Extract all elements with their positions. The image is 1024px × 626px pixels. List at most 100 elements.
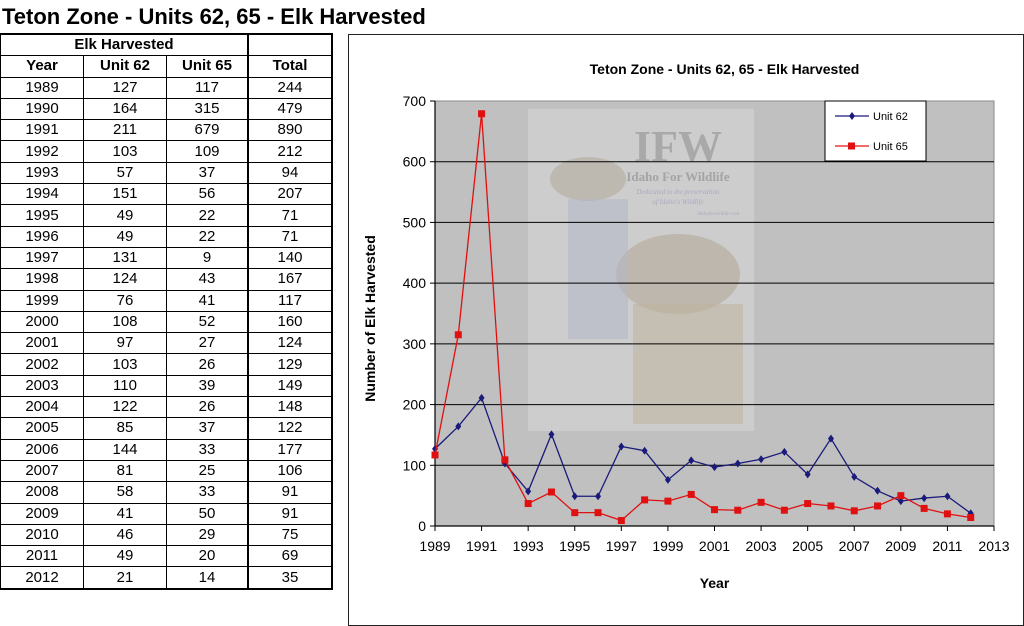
table-cell: 164 <box>83 97 167 121</box>
data-point-marker <box>501 456 509 464</box>
table-cell: 29 <box>166 523 249 547</box>
table-row: 2007 81 25 106 <box>0 459 333 483</box>
table-cell: 103 <box>83 353 167 376</box>
table-cell: 37 <box>166 161 249 185</box>
data-point-marker <box>641 446 648 455</box>
y-tick-label: 400 <box>403 275 427 291</box>
table-cell: 122 <box>83 396 167 419</box>
table-cell: 211 <box>83 119 167 142</box>
table-row: 1996 49 22 71 <box>0 225 333 248</box>
table-cell: 2001 <box>0 332 84 355</box>
table-cell: 2006 <box>0 438 84 461</box>
data-point-marker <box>711 506 718 514</box>
column-header-year: Year <box>0 55 84 78</box>
table-cell: 124 <box>247 332 333 355</box>
table-cell: 33 <box>166 481 249 504</box>
table-cell: 75 <box>247 523 333 547</box>
table-row: 2011 49 20 69 <box>0 545 333 568</box>
table-row: 1994 151 56 207 <box>0 183 333 206</box>
column-header-unit-65: Unit 65 <box>166 55 249 78</box>
legend-marker-square-icon <box>848 142 855 150</box>
table-cell: 2007 <box>0 459 84 483</box>
table-cell: 2010 <box>0 523 84 547</box>
x-axis-label: Year <box>700 575 730 591</box>
data-point-marker <box>617 517 625 525</box>
x-tick-label: 1989 <box>419 538 450 554</box>
data-point-marker <box>524 500 532 508</box>
data-point-marker <box>547 488 555 496</box>
table-cell: 39 <box>166 374 249 398</box>
table-row: 1995 49 22 71 <box>0 204 333 227</box>
table-cell: 244 <box>247 76 333 99</box>
table-row: 1997 131 9 140 <box>0 246 333 270</box>
table-cell: 81 <box>83 459 167 483</box>
table-row: 2001 97 27 124 <box>0 332 333 355</box>
table-body: 1989 127 117 244 1990 164 315 479 1991 211 679 890 1… <box>0 76 333 590</box>
table-cell: 2011 <box>0 545 84 568</box>
data-point-marker <box>874 502 882 510</box>
table-cell: 109 <box>166 140 249 163</box>
table-cell: 22 <box>166 204 249 227</box>
data-point-marker <box>571 509 579 517</box>
y-tick-label: 300 <box>403 336 427 352</box>
table-cell: 144 <box>83 438 167 461</box>
table-cell: 49 <box>83 545 167 568</box>
x-tick-label: 1991 <box>466 538 497 554</box>
x-tick-label: 2003 <box>746 538 777 554</box>
table-cell: 117 <box>166 76 249 99</box>
series-line-unit-62 <box>434 396 972 514</box>
table-cell: 9 <box>166 246 249 270</box>
y-tick-label: 0 <box>418 518 426 534</box>
y-tick-label: 700 <box>403 93 427 109</box>
series-line-unit-65 <box>434 113 971 522</box>
table-cell: 117 <box>247 289 333 312</box>
data-point-marker <box>664 497 672 505</box>
table-cell: 131 <box>83 246 167 270</box>
data-point-marker <box>595 492 602 501</box>
data-point-marker <box>478 393 485 402</box>
table-cell: 212 <box>247 140 333 163</box>
line-chart: Teton Zone - Units 62, 65 - Elk Harveste… <box>362 61 1010 591</box>
table-cell: 122 <box>247 417 333 440</box>
x-tick-label: 1993 <box>513 538 544 554</box>
data-point-marker <box>874 486 881 495</box>
table-cell: 103 <box>83 140 167 163</box>
table-row: 1990 164 315 479 <box>0 97 333 121</box>
data-point-marker <box>758 455 765 464</box>
table-cell: 21 <box>83 566 167 590</box>
x-tick-label: 1999 <box>652 538 683 554</box>
y-tick-label: 200 <box>403 397 427 413</box>
data-point-marker <box>431 451 439 459</box>
table-cell: 52 <box>166 310 249 334</box>
table-cell: 37 <box>166 417 249 440</box>
table-cell: 1990 <box>0 97 84 121</box>
data-point-marker <box>478 110 486 118</box>
table-cell: 2009 <box>0 502 84 525</box>
table-cell: 890 <box>247 119 333 142</box>
table-cell: 108 <box>83 310 167 334</box>
data-point-marker <box>921 494 928 503</box>
table-cell: 2012 <box>0 566 84 590</box>
column-header-row: Year Unit 62 Unit 65 Total <box>0 55 333 78</box>
data-point-marker <box>571 492 578 501</box>
table-cell: 2003 <box>0 374 84 398</box>
data-point-marker <box>688 456 695 465</box>
table-cell: 57 <box>83 161 167 185</box>
y-axis-label: Number of Elk Harvested <box>362 235 378 402</box>
table-row: 1992 103 109 212 <box>0 140 333 163</box>
data-point-marker <box>455 422 462 431</box>
data-point-marker <box>804 500 812 508</box>
table-cell: 479 <box>247 97 333 121</box>
data-point-marker <box>851 472 858 481</box>
data-point-marker <box>827 502 835 510</box>
table-row: 2006 144 33 177 <box>0 438 333 461</box>
group-header: Elk Harvested <box>0 33 249 57</box>
x-tick-label: 2011 <box>932 538 962 554</box>
page-title: Teton Zone - Units 62, 65 - Elk Harveste… <box>2 4 426 29</box>
table-cell: 167 <box>247 268 333 291</box>
watermark-url: Idahoforwildlife.com <box>696 212 739 217</box>
hunter-watermark-icon <box>568 199 628 339</box>
table-cell: 58 <box>83 481 167 504</box>
table-cell: 46 <box>83 523 167 547</box>
table-row: 1989 127 117 244 <box>0 76 333 99</box>
